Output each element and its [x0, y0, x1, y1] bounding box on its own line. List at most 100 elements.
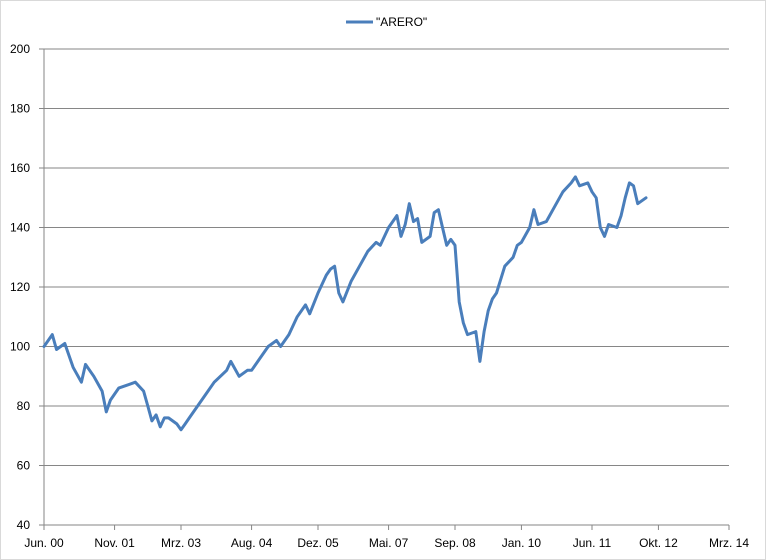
- x-tick-label: Okt. 12: [639, 536, 678, 550]
- data-point: [591, 191, 593, 193]
- data-point: [458, 301, 461, 303]
- data-point: [396, 214, 398, 217]
- x-tick-label: Jun. 00: [24, 536, 64, 550]
- data-point: [537, 223, 539, 226]
- data-point: [188, 417, 191, 419]
- data-point: [624, 197, 626, 199]
- x-tick-label: Mrz. 14: [709, 536, 749, 550]
- data-point: [126, 384, 128, 387]
- x-tick-label: Mai. 07: [369, 536, 409, 550]
- data-point: [55, 348, 58, 351]
- x-tick-label: Sep. 08: [434, 536, 476, 550]
- data-point: [225, 369, 228, 372]
- data-point: [93, 375, 95, 378]
- data-point: [117, 387, 120, 389]
- data-point: [267, 345, 270, 348]
- data-point: [504, 265, 506, 268]
- x-tick-label: Nov. 01: [94, 536, 135, 550]
- data-point: [333, 265, 336, 268]
- data-point: [416, 217, 419, 220]
- data-point: [408, 202, 411, 205]
- data-point: [570, 182, 572, 184]
- data-point: [159, 426, 161, 428]
- data-point: [462, 321, 465, 324]
- data-point: [516, 244, 519, 247]
- data-point: [296, 316, 299, 318]
- data-point: [259, 357, 261, 360]
- y-tick-label: 60: [17, 459, 31, 473]
- data-point: [180, 429, 182, 431]
- data-point: [620, 214, 622, 217]
- data-point: [412, 220, 415, 223]
- data-point: [607, 223, 610, 226]
- data-point: [84, 363, 87, 366]
- data-point: [367, 250, 369, 253]
- data-point: [587, 182, 589, 184]
- data-point: [450, 238, 452, 241]
- data-point: [545, 220, 548, 223]
- data-point: [43, 345, 45, 348]
- data-point: [167, 417, 170, 419]
- data-point: [308, 313, 311, 315]
- data-point: [632, 185, 635, 187]
- data-point: [441, 226, 444, 229]
- plot-area: [42, 175, 648, 432]
- data-point: [350, 280, 353, 282]
- data-point: [595, 197, 597, 199]
- data-point: [433, 211, 436, 214]
- x-tick-label: Dez. 05: [297, 536, 339, 550]
- data-point: [491, 298, 494, 300]
- data-point: [429, 235, 431, 238]
- data-point: [404, 223, 407, 226]
- gridlines: [44, 48, 729, 466]
- data-point: [163, 417, 166, 419]
- y-tick-label: 40: [17, 518, 31, 532]
- data-point: [338, 292, 340, 294]
- data-point: [445, 244, 448, 247]
- data-point: [358, 265, 361, 268]
- data-point: [275, 339, 278, 342]
- data-point: [387, 226, 390, 229]
- data-point: [64, 342, 66, 345]
- data-point: [109, 399, 112, 401]
- data-point: [246, 369, 249, 372]
- y-tick-label: 120: [10, 280, 30, 294]
- data-point: [466, 333, 469, 336]
- data-point: [645, 197, 647, 199]
- data-point: [134, 381, 137, 384]
- data-point: [288, 333, 290, 336]
- data-point: [196, 405, 199, 407]
- data-point: [51, 333, 54, 336]
- data-point: [317, 292, 319, 294]
- data-point: [603, 235, 606, 238]
- series-line-arero: [42, 175, 648, 432]
- data-point: [184, 423, 186, 425]
- data-point: [483, 330, 485, 333]
- y-tick-label: 160: [10, 161, 30, 175]
- data-point: [342, 301, 344, 303]
- legend: "ARERO": [346, 15, 427, 29]
- legend-label: "ARERO": [376, 15, 427, 29]
- y-tick-label: 80: [17, 399, 31, 413]
- data-point: [80, 381, 83, 384]
- data-point: [454, 244, 456, 247]
- data-point: [487, 310, 490, 312]
- data-point: [437, 208, 440, 211]
- data-point: [72, 366, 74, 369]
- data-point: [101, 390, 103, 392]
- data-point: [400, 235, 402, 238]
- y-tick-label: 200: [10, 42, 30, 56]
- data-point: [238, 375, 240, 378]
- data-point: [599, 226, 602, 229]
- data-point: [250, 369, 253, 372]
- data-point: [574, 176, 577, 178]
- data-point: [512, 256, 514, 259]
- data-point: [205, 393, 207, 395]
- data-point: [147, 405, 149, 407]
- data-point: [479, 360, 481, 363]
- x-tick-label: Jan. 10: [502, 536, 542, 550]
- data-point: [475, 330, 477, 333]
- data-point: [151, 420, 153, 422]
